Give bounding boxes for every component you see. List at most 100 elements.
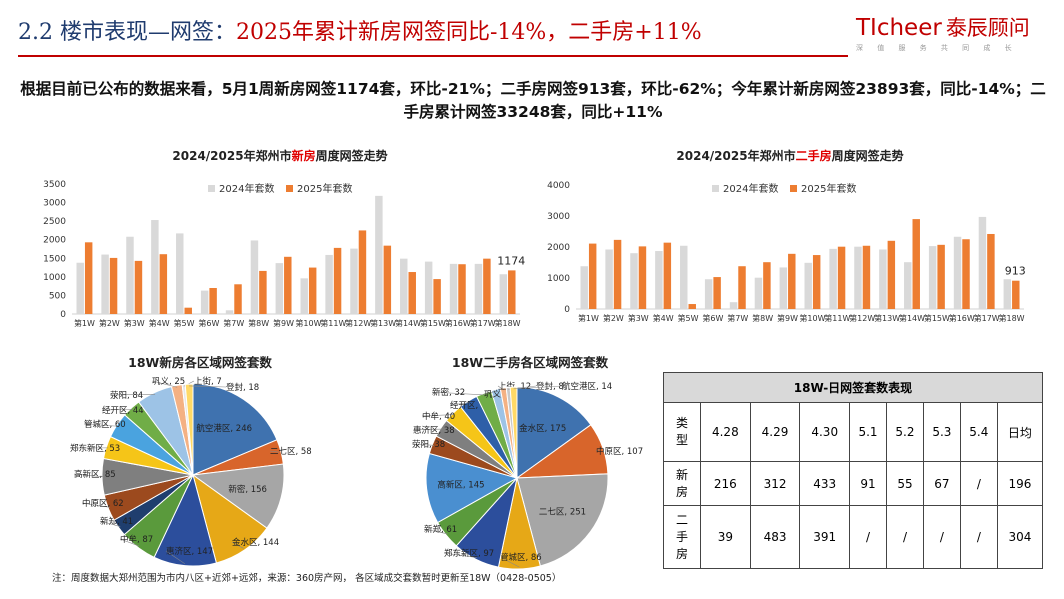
x-tick-label: 第13W [874,313,900,323]
daily-signing-table: 18W-日网签套数表现 类型 4.28 4.29 4.30 5.1 5.2 5.… [663,372,1044,569]
pie-slice [509,386,518,479]
bar-2025 [663,242,672,309]
bar-2025 [763,262,771,309]
x-tick-label: 第9W [777,313,798,323]
table-cell: / [959,461,998,506]
bar-2024 [76,262,84,314]
bar-2024 [779,267,788,309]
leader-line [595,448,602,452]
bar-2025 [308,267,317,314]
pie-slice-label: 惠济区, 38 [413,425,455,436]
logo-chinese: 泰辰顾问 [945,16,1030,40]
date-header: 5.1 [849,402,887,462]
bar-2024 [151,220,159,314]
leader-line [449,402,470,406]
pie-slice-label: 高新区, 85 [74,469,116,480]
bar-2025 [209,288,217,314]
page-title-highlight: 2025年累计新房网签同比-14%，二手房+11% [235,20,702,45]
x-tick-label: 第11W [824,313,850,323]
pie-slice-label: 金水区, 144 [232,537,279,548]
leader-line [165,550,186,565]
bar-2025 [588,243,597,309]
legend-swatch [790,185,797,192]
bar-2024 [978,216,987,309]
legend-swatch [712,185,719,192]
page-title: 2.2 楼市表现—网签：2025年累计新房网签同比-14%，二手房+11% [18,14,702,46]
bar-2025 [333,247,342,314]
bar-2024 [225,310,234,314]
x-tick-label: 第1W [578,313,599,323]
new-house-pie-title: 18W新房各区域网签套数 [128,355,272,370]
logo-latin: TIcheer [856,15,942,41]
x-tick-label: 第5W [678,313,699,323]
x-tick-label: 第5W [174,318,195,328]
x-tick-label: 第17W [470,318,496,328]
bar-2025 [358,230,367,314]
chart-title-highlight: 二手房 [795,149,832,163]
pie-slice-label: 航空港区, 246 [196,423,252,434]
pie-slice-label: 管城区, 60 [84,419,126,430]
leader-line [269,450,280,453]
pie-slice [192,383,278,476]
pie-slice-label: 荥阳, 84 [110,390,143,401]
bar-2024 [449,263,458,314]
leader-line [231,541,244,549]
x-tick-label: 第14W [899,313,925,323]
x-tick-label: 第6W [198,318,219,328]
x-tick-label: 第15W [924,313,950,323]
y-tick-label: 0 [564,305,570,315]
leader-line [99,520,121,527]
y-tick-label: 2000 [43,236,66,246]
leader-line [119,538,140,547]
x-tick-label: 第2W [99,318,120,328]
bar-2024 [250,240,259,314]
bar-2024 [275,263,284,314]
pie-slice-label: 经开区, 44 [102,405,144,416]
bar-2025 [84,242,93,314]
bar-2025 [109,257,118,314]
pie-slice-label: 新密, 156 [228,484,267,495]
brand-logo: TIcheer 泰辰顾问 深 值 服 务 共 同 成 长 [856,12,1046,56]
logo-tagline: 深 值 服 务 共 同 成 长 [856,44,1018,52]
bar-2025 [937,244,945,309]
x-tick-label: 第12W [849,313,875,323]
table-cell: 91 [849,461,887,506]
legend-label: 2024年套数 [723,182,778,195]
leader-line [497,385,504,391]
data-label: 1174 [497,254,525,267]
y-tick-label: 3000 [43,199,66,209]
pie-slice-label: 上街, 7 [194,376,222,387]
x-tick-label: 第2W [603,313,624,323]
table-cell: 483 [749,505,801,569]
type-header: 类型 [663,402,701,462]
leader-line [412,428,443,431]
summary-text: 根据目前已公布的数据来看，5月1周新房网签1174套，环比-21%；二手房网签9… [20,80,1046,121]
bar-2025 [508,270,516,314]
x-tick-label: 第7W [727,313,748,323]
x-tick-label: 第3W [628,313,649,323]
pie-slice-label: 登封, 18 [226,382,259,393]
bar-2024 [754,277,763,309]
table-cell-avg: 196 [996,461,1044,506]
bar-2025 [234,284,242,314]
bar-2024 [350,248,358,314]
bar-2025 [962,239,970,309]
pie-slice-label: 新郑, 41 [100,516,133,527]
bar-2025 [383,245,392,314]
pie-slice [184,383,194,476]
legend-label: 2024年套数 [219,182,274,195]
bar-2025 [408,272,416,314]
pie-slice-label: 新郑, 61 [424,524,457,535]
pie-slice-label: 惠济区, 147 [166,546,213,557]
pie-slice [191,463,285,529]
leader-line [189,385,227,388]
legend-label: 2025年套数 [297,182,352,195]
x-tick-label: 第14W [395,318,421,328]
table-cell: / [959,505,998,569]
x-tick-label: 第11W [320,318,346,328]
row-type: 新房 [663,461,701,506]
bar-2024 [176,233,184,314]
x-tick-label: 第10W [799,313,825,323]
bar-2025 [184,307,192,314]
pie-slice-label: 中牟, 87 [120,534,153,545]
